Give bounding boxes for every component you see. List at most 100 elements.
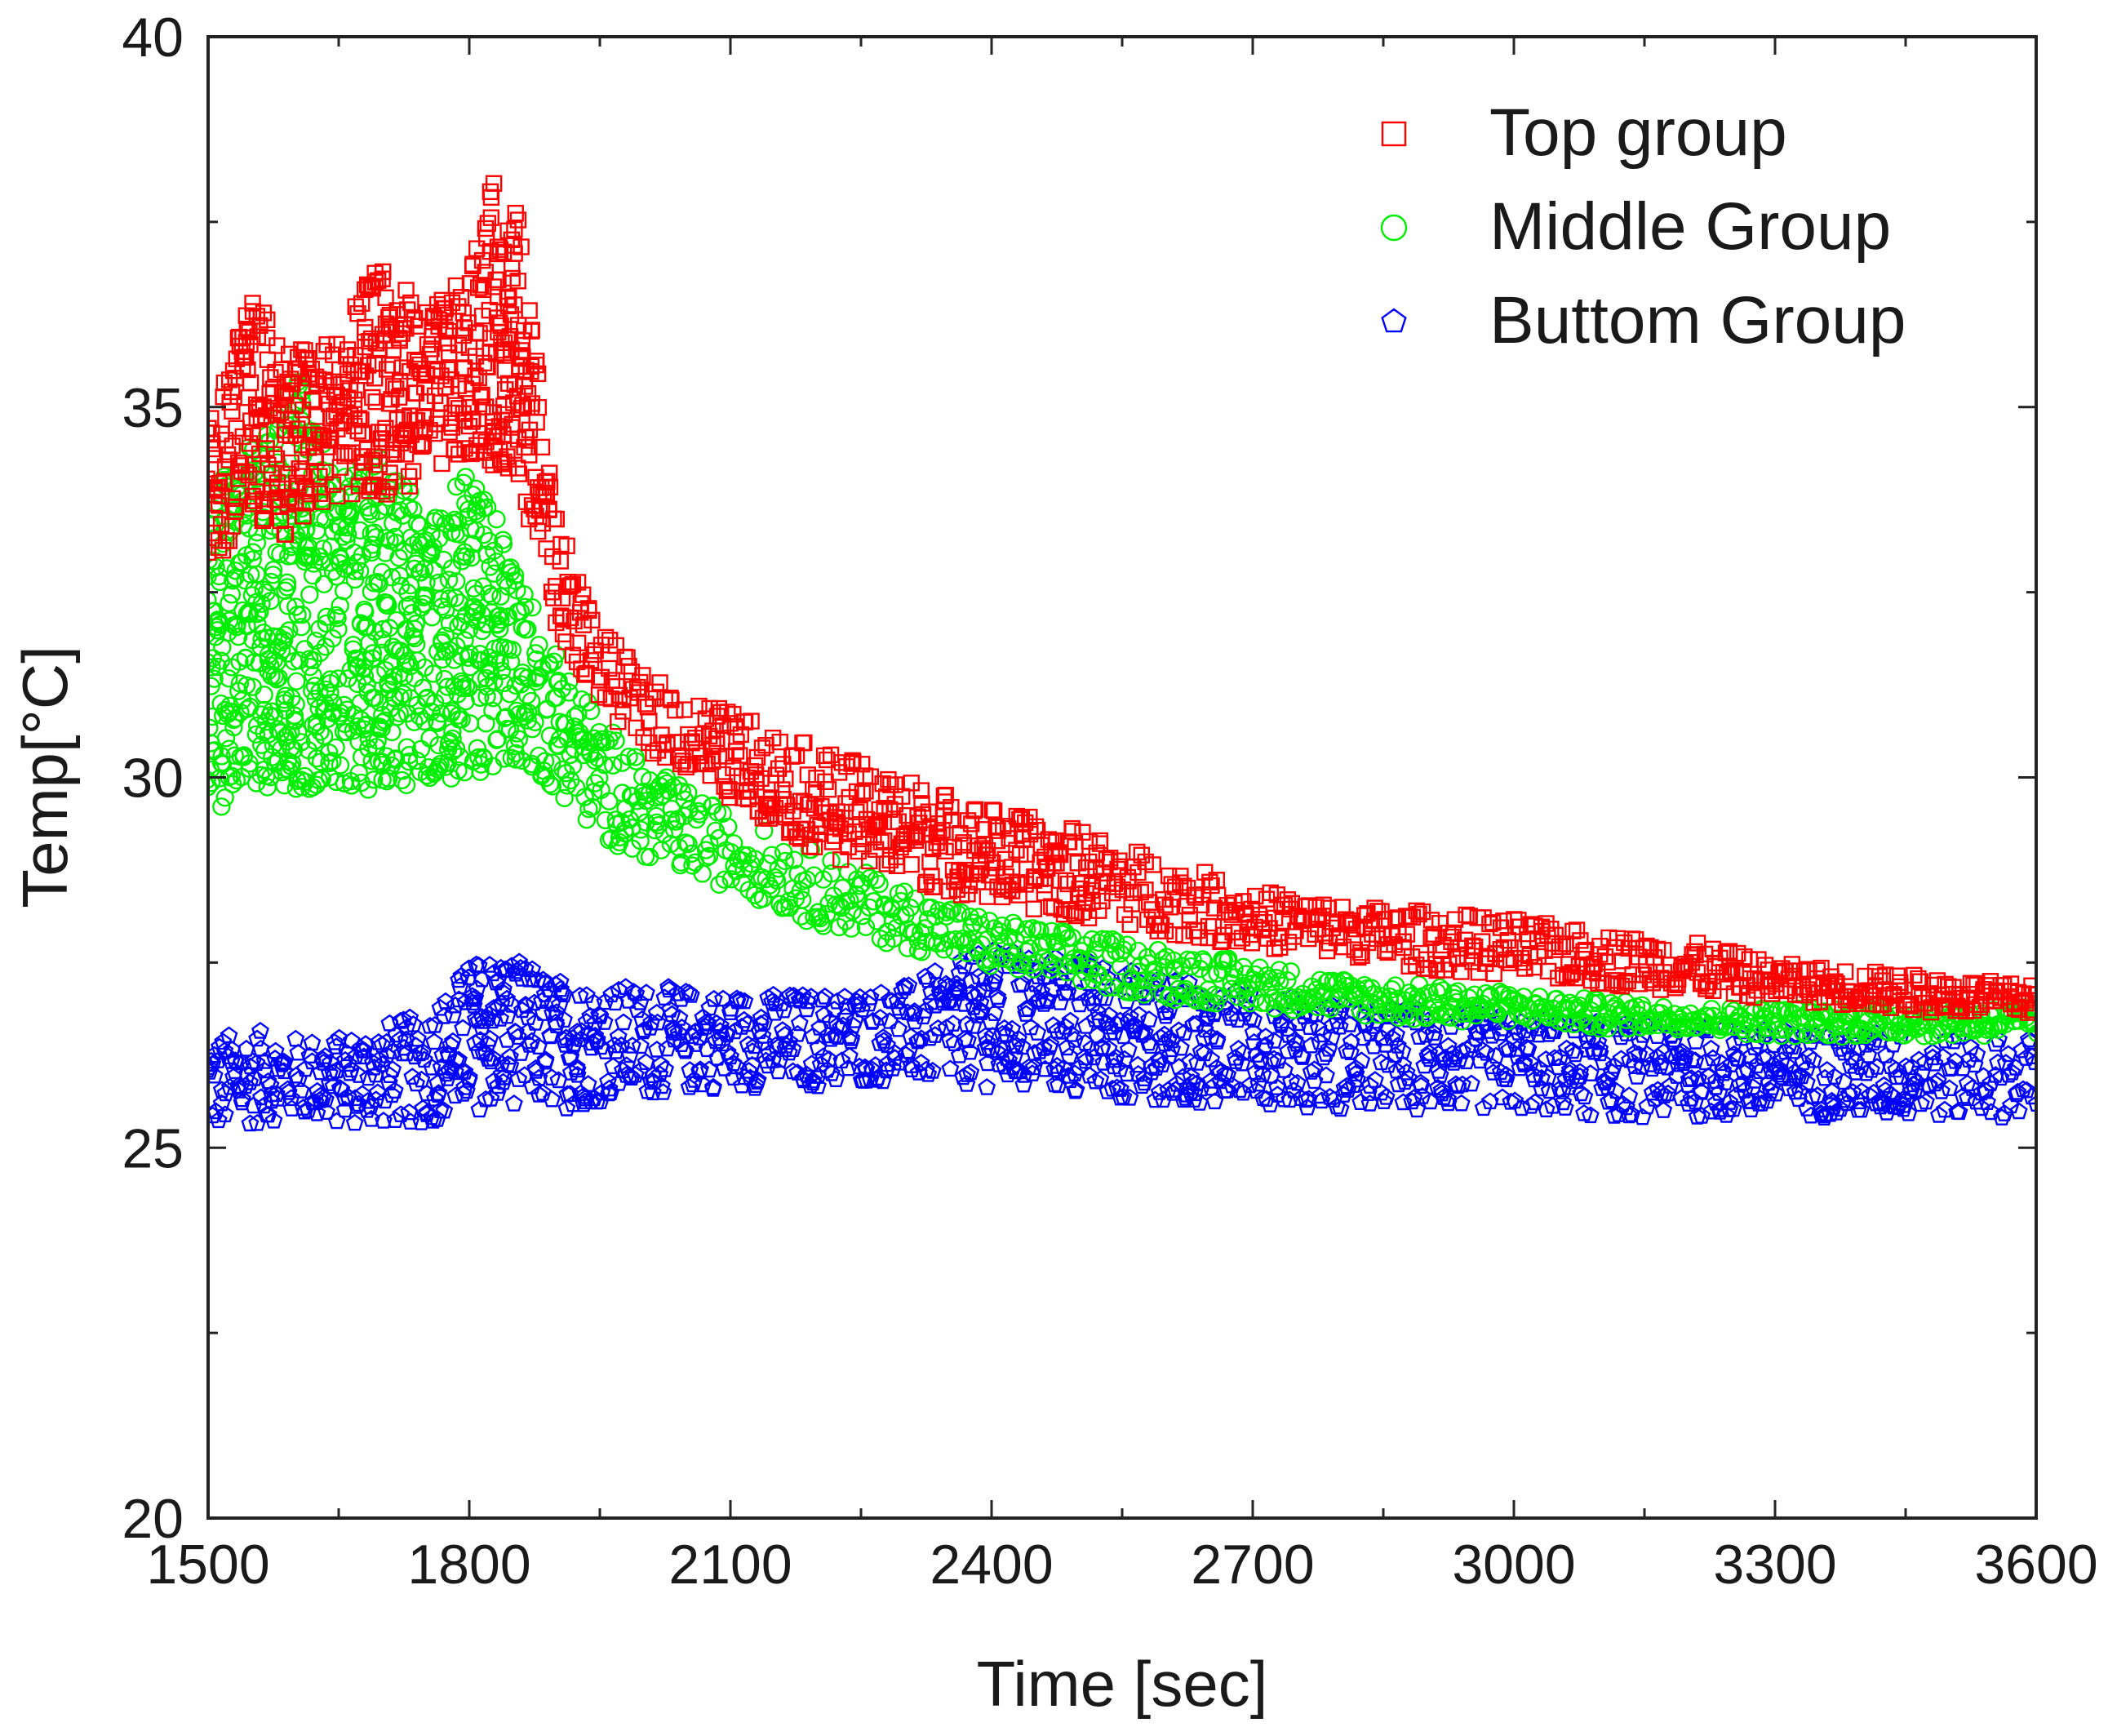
data-point [1147, 1059, 1165, 1077]
data-point [1935, 1100, 1954, 1118]
data-point [1626, 1057, 1644, 1075]
data-point [925, 961, 944, 979]
data-point [1256, 913, 1273, 931]
data-point [533, 438, 551, 456]
data-point [1108, 878, 1126, 895]
data-point [1485, 965, 1502, 983]
data-point [282, 1089, 300, 1107]
data-point [456, 468, 475, 486]
data-point [269, 406, 286, 423]
data-point [1062, 1025, 1081, 1042]
data-point [1330, 1017, 1349, 1035]
data-point [473, 1018, 491, 1036]
data-point [604, 756, 623, 775]
data-point [796, 734, 813, 752]
data-point [437, 321, 455, 339]
data-point [1046, 842, 1063, 859]
data-point [568, 1060, 587, 1078]
data-point [1128, 843, 1146, 861]
data-point [769, 1062, 788, 1080]
data-point [1098, 1082, 1117, 1099]
data-point [255, 686, 273, 704]
data-point [1056, 1017, 1075, 1035]
data-point [790, 1014, 809, 1032]
data-point [368, 731, 387, 750]
data-point [509, 460, 526, 477]
data-point [637, 1053, 655, 1071]
data-point [1706, 1077, 1725, 1095]
data-point [268, 337, 286, 354]
data-point [1686, 943, 1703, 961]
data-point [1135, 1023, 1154, 1041]
data-point [950, 964, 969, 981]
data-point [519, 384, 537, 402]
data-point [983, 975, 1001, 992]
data-point [721, 1003, 739, 1021]
data-point [1538, 915, 1555, 932]
data-point [552, 979, 570, 997]
data-point [745, 1078, 764, 1096]
data-point [464, 413, 481, 430]
data-point [324, 476, 342, 493]
data-point [641, 1019, 659, 1036]
data-point [221, 393, 238, 411]
data-point [537, 485, 555, 502]
data-point [1104, 978, 1123, 997]
data-point [1403, 1092, 1422, 1110]
data-point [985, 802, 1003, 819]
data-point [1682, 1069, 1701, 1086]
data-point [1758, 1047, 1777, 1065]
data-point [1887, 1060, 1906, 1078]
data-point [456, 677, 476, 695]
data-point [446, 588, 465, 607]
data-point [1699, 974, 1717, 991]
data-point [1910, 970, 1927, 988]
data-point [1168, 1074, 1187, 1092]
data-point [822, 1063, 841, 1081]
data-point [1412, 1077, 1431, 1094]
data-point [407, 514, 427, 533]
data-point [1226, 895, 1243, 912]
data-point [1675, 1054, 1693, 1072]
data-point [292, 618, 311, 637]
data-point [365, 770, 384, 789]
data-point [697, 848, 716, 868]
data-point [229, 1077, 247, 1094]
data-point [564, 1028, 582, 1046]
data-point [1105, 1050, 1124, 1068]
data-point [1462, 1036, 1481, 1054]
data-point [1014, 1075, 1033, 1093]
data-point [365, 523, 384, 542]
data-point [357, 367, 375, 384]
data-point [390, 566, 409, 585]
data-point [1270, 972, 1289, 991]
data-point [393, 761, 412, 780]
data-point [1276, 1061, 1294, 1078]
data-point [446, 1086, 465, 1104]
data-point [329, 669, 348, 688]
data-point [848, 783, 866, 801]
data-point [345, 1113, 364, 1131]
data-point [1175, 926, 1192, 944]
data-point [752, 1008, 770, 1026]
data-point [606, 731, 625, 750]
data-point [1716, 1018, 1735, 1037]
data-point [459, 1068, 478, 1086]
data-point [469, 956, 488, 974]
data-point [374, 424, 392, 441]
data-point [647, 1041, 666, 1058]
data-point [1826, 1068, 1844, 1085]
data-point [1758, 1019, 1777, 1037]
data-point [1703, 1049, 1722, 1067]
data-point [375, 544, 395, 562]
data-point [828, 992, 846, 1010]
data-point [241, 1114, 260, 1132]
data-point [440, 614, 459, 633]
data-point [1169, 1058, 1188, 1075]
data-point [1508, 1040, 1527, 1057]
data-point [338, 525, 357, 544]
data-point [1892, 978, 1909, 996]
data-point [1344, 1001, 1363, 1019]
data-point [459, 648, 478, 667]
data-point [1425, 1028, 1444, 1046]
